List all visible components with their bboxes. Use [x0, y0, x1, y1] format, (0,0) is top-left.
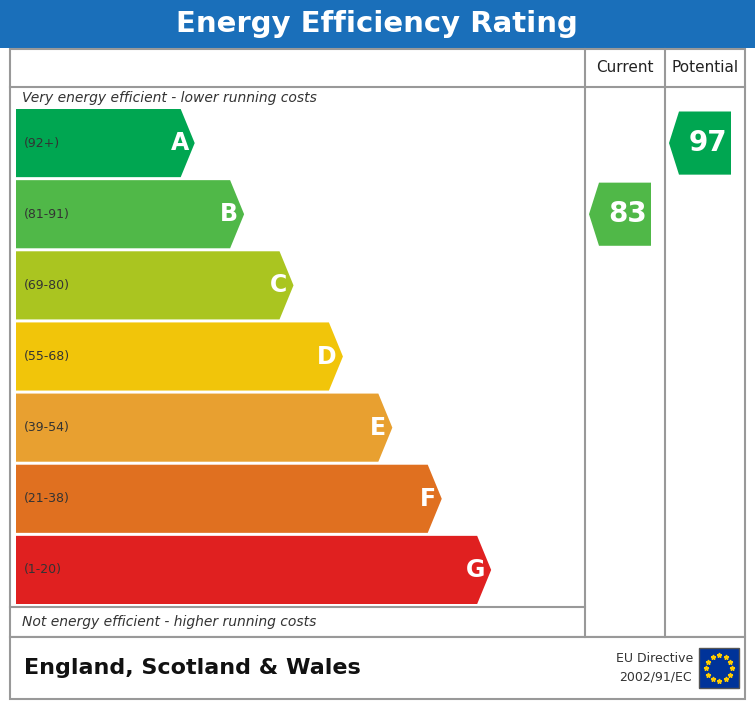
Text: (81-91): (81-91)	[24, 208, 70, 220]
Text: E: E	[370, 415, 387, 440]
Polygon shape	[669, 111, 731, 174]
Text: Energy Efficiency Rating: Energy Efficiency Rating	[176, 10, 578, 38]
Text: C: C	[270, 274, 288, 297]
Bar	[10, 637, 745, 699]
Text: EU Directive: EU Directive	[616, 652, 694, 666]
Text: (69-80): (69-80)	[24, 279, 70, 292]
Text: 83: 83	[608, 200, 647, 228]
Polygon shape	[16, 323, 343, 391]
Text: F: F	[420, 487, 436, 510]
Text: G: G	[466, 558, 485, 582]
Bar	[0, 0, 755, 48]
Text: B: B	[220, 202, 238, 226]
Text: (92+): (92+)	[24, 137, 60, 150]
Text: (21-38): (21-38)	[24, 492, 70, 506]
Text: A: A	[171, 131, 189, 155]
Text: 2002/91/EC: 2002/91/EC	[618, 671, 692, 683]
Polygon shape	[16, 180, 244, 248]
Polygon shape	[16, 464, 442, 533]
Polygon shape	[16, 109, 195, 177]
Text: Not energy efficient - higher running costs: Not energy efficient - higher running co…	[22, 615, 316, 629]
Text: Potential: Potential	[671, 60, 738, 75]
Text: England, Scotland & Wales: England, Scotland & Wales	[24, 658, 361, 678]
Text: Current: Current	[596, 60, 654, 75]
Text: D: D	[317, 345, 337, 369]
Text: (55-68): (55-68)	[24, 350, 70, 363]
Bar	[10, 49, 745, 637]
Text: (39-54): (39-54)	[24, 421, 70, 434]
Polygon shape	[16, 536, 492, 604]
Text: Very energy efficient - lower running costs: Very energy efficient - lower running co…	[22, 91, 317, 105]
Polygon shape	[589, 183, 651, 246]
Polygon shape	[16, 251, 294, 320]
Text: (1-20): (1-20)	[24, 564, 62, 576]
Text: 97: 97	[689, 129, 727, 157]
Polygon shape	[16, 393, 393, 462]
Bar	[699, 648, 739, 688]
